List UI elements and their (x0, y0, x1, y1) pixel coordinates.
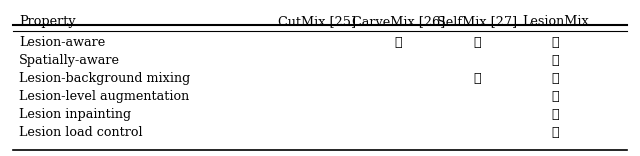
Text: ✓: ✓ (552, 90, 559, 103)
Text: ✓: ✓ (552, 54, 559, 67)
Text: Lesion load control: Lesion load control (19, 126, 143, 139)
Text: Lesion-level augmentation: Lesion-level augmentation (19, 90, 189, 103)
Text: Property: Property (19, 15, 76, 28)
Text: CutMix [25]: CutMix [25] (278, 15, 356, 28)
Text: Lesion-background mixing: Lesion-background mixing (19, 72, 190, 85)
Text: Spatially-aware: Spatially-aware (19, 54, 120, 67)
Text: Lesion-aware: Lesion-aware (19, 36, 105, 49)
Text: ✓: ✓ (552, 108, 559, 121)
Text: ✓: ✓ (395, 36, 402, 49)
Text: ✓: ✓ (473, 72, 481, 85)
Text: ✓: ✓ (473, 36, 481, 49)
Text: CarveMix [26]: CarveMix [26] (352, 15, 445, 28)
Text: Lesion inpainting: Lesion inpainting (19, 108, 131, 121)
Text: SelfMix [27]: SelfMix [27] (436, 15, 517, 28)
Text: LesionMix: LesionMix (522, 15, 589, 28)
Text: ✓: ✓ (552, 126, 559, 139)
Text: ✓: ✓ (552, 36, 559, 49)
Text: ✓: ✓ (552, 72, 559, 85)
